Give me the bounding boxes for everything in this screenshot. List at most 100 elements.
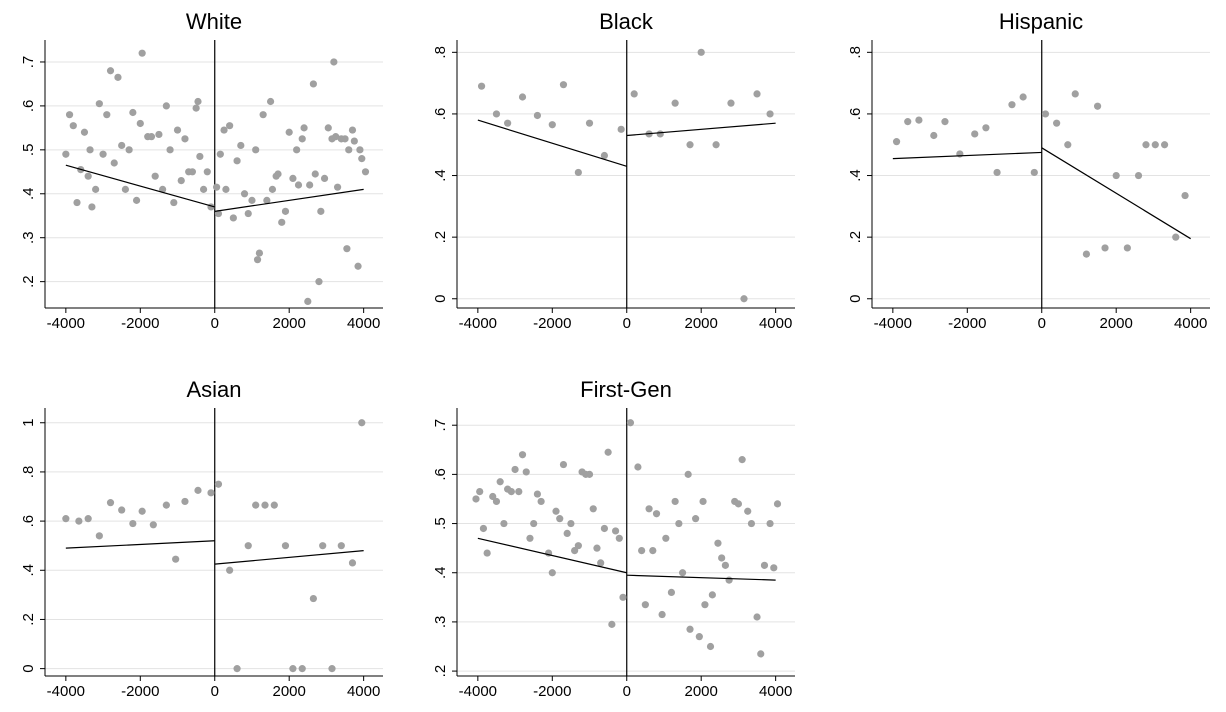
- x-tick-label: -4000: [47, 683, 85, 700]
- point: [266, 97, 275, 106]
- point: [699, 497, 707, 506]
- point: [173, 126, 182, 134]
- point: [343, 245, 351, 253]
- y-tick-label: .6: [847, 108, 864, 121]
- point: [740, 295, 748, 303]
- point: [522, 468, 530, 476]
- point: [518, 451, 527, 459]
- point: [309, 594, 317, 603]
- y-tick-label: .3: [20, 231, 37, 244]
- point: [658, 610, 666, 619]
- point: [358, 155, 366, 163]
- point: [118, 506, 126, 514]
- point: [289, 174, 297, 182]
- x-tick-label: -2000: [121, 683, 159, 700]
- x-tick-label: -2000: [533, 315, 571, 332]
- point: [530, 519, 538, 528]
- point: [213, 183, 221, 191]
- point: [361, 168, 370, 176]
- point: [132, 196, 141, 204]
- point: [1134, 171, 1143, 180]
- point: [317, 207, 325, 215]
- point: [172, 555, 180, 563]
- point: [75, 517, 83, 525]
- point: [103, 111, 111, 119]
- point: [766, 110, 774, 118]
- point: [270, 501, 278, 509]
- point: [253, 256, 262, 264]
- point: [608, 620, 616, 628]
- panel-title: White: [186, 9, 242, 34]
- x-tick-label: 4000: [347, 683, 380, 700]
- point: [678, 569, 687, 577]
- y-tick-label: .5: [20, 144, 37, 157]
- point: [298, 135, 306, 143]
- x-tick-label: -2000: [121, 315, 159, 332]
- x-tick-label: 0: [623, 683, 631, 700]
- point: [600, 524, 609, 533]
- fit-line: [65, 164, 215, 208]
- point: [356, 146, 364, 154]
- point: [328, 665, 336, 673]
- point: [252, 146, 260, 154]
- y-tick-label: .4: [847, 169, 864, 182]
- point: [196, 152, 204, 161]
- point: [708, 591, 716, 599]
- point: [892, 138, 901, 146]
- fit-line: [65, 540, 215, 549]
- y-tick-label: .2: [20, 275, 37, 288]
- y-tick-label: .7: [20, 56, 37, 69]
- x-tick-label: 4000: [759, 683, 792, 700]
- point: [479, 524, 488, 533]
- y-tick-label: 1: [20, 419, 37, 427]
- x-tick-label: -2000: [948, 315, 986, 332]
- point: [721, 561, 729, 569]
- point: [649, 547, 657, 555]
- y-tick-label: .4: [20, 188, 37, 201]
- point: [1064, 141, 1072, 149]
- point: [69, 122, 77, 130]
- point: [656, 130, 664, 138]
- y-tick-label: .7: [432, 419, 449, 432]
- x-tick-label: -4000: [47, 315, 85, 332]
- point: [151, 172, 159, 180]
- point: [216, 150, 224, 158]
- point: [971, 130, 979, 138]
- point: [149, 521, 157, 529]
- x-tick-label: 2000: [685, 683, 718, 700]
- point: [645, 505, 653, 513]
- x-tick-label: 4000: [1174, 315, 1207, 332]
- point: [293, 146, 301, 154]
- point: [982, 124, 990, 132]
- point: [214, 209, 223, 218]
- x-tick-label: -4000: [874, 315, 912, 332]
- point: [162, 102, 170, 110]
- point: [1093, 102, 1102, 110]
- fit-line: [477, 119, 627, 167]
- fit-line: [477, 537, 627, 574]
- point: [585, 119, 594, 127]
- point: [92, 185, 100, 193]
- point: [585, 470, 594, 478]
- point: [500, 519, 508, 528]
- point: [993, 168, 1001, 177]
- point: [84, 515, 92, 523]
- point: [274, 170, 282, 178]
- point: [220, 126, 228, 134]
- x-tick-label: -2000: [533, 683, 571, 700]
- point: [138, 507, 146, 515]
- point: [1082, 250, 1091, 258]
- point: [324, 124, 332, 132]
- point: [138, 49, 146, 57]
- point: [753, 613, 761, 621]
- point: [125, 146, 133, 154]
- point: [1101, 244, 1109, 252]
- y-tick-label: .6: [20, 100, 37, 113]
- point: [548, 121, 556, 129]
- point: [507, 487, 515, 496]
- point: [930, 131, 938, 140]
- point: [255, 249, 264, 257]
- point: [65, 111, 74, 119]
- point: [684, 470, 692, 478]
